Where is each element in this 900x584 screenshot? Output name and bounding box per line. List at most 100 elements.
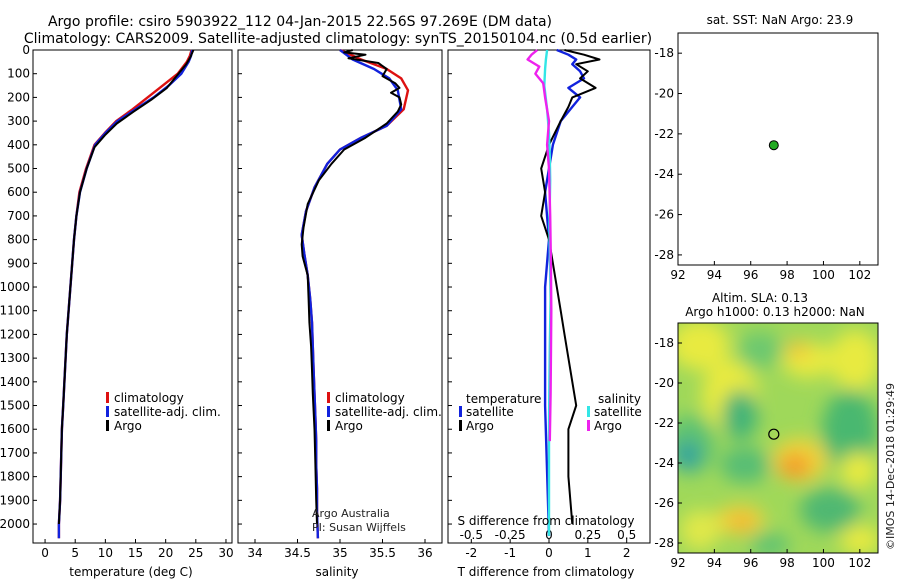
salinity-panel-frame [237,49,443,544]
x-tick-label: 35.5 [369,546,396,560]
y-tick-label: 1000 [0,280,30,294]
map-y-tick-label: -26 [654,208,674,222]
x-tick-label: 20 [158,546,173,560]
x-tick-label: 10 [98,546,113,560]
map-x-tick-label: 92 [670,268,685,282]
map-x-tick-label: 96 [743,268,758,282]
map-x-tick-label: 102 [848,268,871,282]
temperature-panel-frame [32,49,233,544]
series-line-argo [57,49,195,525]
legend-label-climatology: climatology [114,391,184,405]
sla-map-frame [677,322,879,554]
sla-map-title-1: Altim. SLA: 0.13 [712,291,808,305]
series-line-t-satellite [543,48,586,536]
x-tick-label: 1 [584,546,592,560]
data-lines [57,48,601,539]
y-tick-label: 1700 [0,446,30,460]
x-tick-label: 5 [71,546,79,560]
difference-xlabel: T difference from climatology [457,565,635,579]
y-tick-label: 500 [7,162,30,176]
imos-credit: ©IMOS 14-Dec-2018 01:29:49 [884,383,897,550]
legend-salinity-title: salinity [598,392,641,406]
y-tick-label: 1900 [0,493,30,507]
argo-location-marker-sla [768,428,780,440]
legend-swatch-s-argo [587,420,590,431]
legend-swatch-satellite [327,406,330,417]
s-diff-tick-label: 0.5 [617,528,636,542]
y-tick-label: 1400 [0,375,30,389]
map-y-tick-label: -28 [654,536,674,550]
difference-top-xlabel: S difference from climatology [458,514,635,528]
y-tick-label: 800 [7,233,30,247]
map-x-tick-label: 92 [670,556,685,570]
map-x-tick-label: 96 [743,556,758,570]
x-tick-label: 30 [218,546,233,560]
y-tick-label: 1600 [0,422,30,436]
sst-map-frame [677,32,879,266]
s-diff-tick-label: -0.5 [460,528,483,542]
y-tick-label: 1200 [0,327,30,341]
y-tick-label: 1100 [0,304,30,318]
legend-label-argo: Argo [335,419,363,433]
legend-label-s-argo: Argo [594,419,622,433]
legend-label-satellite: satellite-adj. clim. [335,405,442,419]
legend-swatch-climatology [106,392,109,403]
y-tick-label: 1300 [0,351,30,365]
x-tick-label: 0 [545,546,553,560]
map-y-tick-label: -22 [654,416,674,430]
x-tick-label: 36 [417,546,432,560]
y-tick-label: 600 [7,185,30,199]
map-y-tick-label: -20 [654,87,674,101]
legend-swatch-argo [327,420,330,431]
title-line-2: Climatology: CARS2009. Satellite-adjuste… [24,31,652,47]
salinity-legend: climatology satellite-adj. clim. Argo [327,391,442,433]
x-tick-label: 15 [128,546,143,560]
argo-location-marker [768,140,779,151]
map-x-tick-label: 98 [779,268,794,282]
sla-map-title-2: Argo h1000: 0.13 h2000: NaN [685,305,865,319]
x-tick-label: 25 [188,546,203,560]
y-tick-label: 2000 [0,517,30,531]
title-line-1: Argo profile: csiro 5903922_112 04-Jan-2… [48,14,552,30]
series-line-s-argo [526,49,553,442]
series-line-t-argo [540,49,601,525]
series-line-argo [300,49,403,525]
sst-map-title: sat. SST: NaN Argo: 23.9 [707,13,854,27]
legend-label-climatology: climatology [335,391,405,405]
x-tick-label: -2 [465,546,477,560]
s-diff-tick-label: -0.25 [495,528,526,542]
y-tick-label: 1500 [0,399,30,413]
temperature-legend: climatology satellite-adj. clim. Argo [106,391,221,433]
y-tick-label: 700 [7,209,30,223]
map-x-tick-label: 94 [707,556,722,570]
legend-temperature-title: temperature [466,392,541,406]
legend-swatch-satellite [106,406,109,417]
legend-swatch-s-satellite [587,406,590,417]
y-tick-label: 1800 [0,470,30,484]
legend-label-s-satellite: satellite [594,405,642,419]
difference-legend: temperature satellite Argo salinity sate… [459,392,642,433]
x-tick-label: -1 [504,546,516,560]
legend-label-argo: Argo [114,419,142,433]
map-x-tick-label: 100 [812,556,835,570]
legend-swatch-climatology [327,392,330,403]
map-y-tick-label: -18 [654,46,674,60]
series-line-satellite-adj-clim- [300,49,403,539]
y-tick-label: 0 [22,43,30,57]
map-y-tick-label: -18 [654,336,674,350]
map-y-tick-label: -20 [654,376,674,390]
map-y-tick-label: -24 [654,167,674,181]
axes-group: 0100200300400500600700800900100011001200… [0,43,871,570]
temperature-xlabel: temperature (deg C) [69,565,192,579]
map-x-tick-label: 94 [707,268,722,282]
map-y-tick-label: -24 [654,456,674,470]
map-y-tick-label: -28 [654,248,674,262]
sla-heatmap [678,323,878,553]
legend-swatch-t-argo [459,420,462,431]
pi-note: PI: Susan Wijffels [312,521,406,534]
x-tick-label: 34.5 [284,546,311,560]
y-tick-label: 300 [7,114,30,128]
x-tick-label: 2 [623,546,631,560]
map-y-tick-label: -26 [654,496,674,510]
